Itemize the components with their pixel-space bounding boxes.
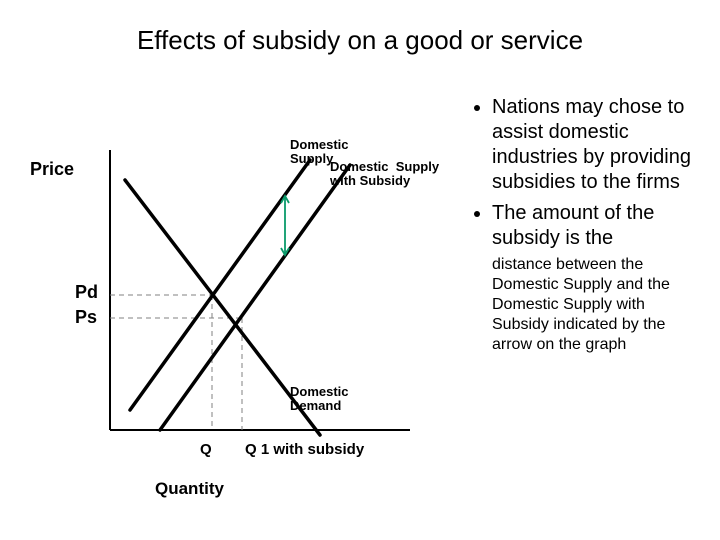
supply-demand-chart: Price Pd Ps Domestic Supply Domestic Sup… [30,100,450,480]
domestic-supply-subsidy-label: Domestic Supply with Subsidy [330,160,439,189]
page-title: Effects of subsidy on a good or service [0,25,720,56]
bullet-item: The amount of the subsidy is the [492,201,705,251]
bullet-subtext: distance between the Domestic Supply and… [470,255,705,355]
bullet-list: Nations may chose to assist domestic ind… [470,95,705,355]
q-label: Q [200,442,212,459]
pd-label: Pd [75,283,98,303]
bullet-item: Nations may chose to assist domestic ind… [492,95,705,195]
q1-label: Q 1 with subsidy [245,442,364,459]
ps-label: Ps [75,308,97,328]
domestic-demand-label: Domestic Demand [290,385,349,414]
price-axis-label: Price [30,160,74,180]
quantity-axis-label: Quantity [155,480,224,499]
